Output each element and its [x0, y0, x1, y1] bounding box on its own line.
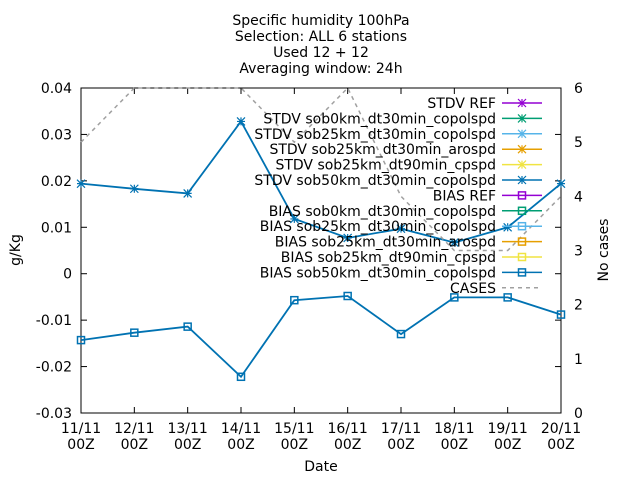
- x-tick-label: 20/11: [541, 421, 581, 437]
- legend-label: STDV sob25km_dt30min_copolspd: [254, 127, 496, 143]
- x-tick-label: 00Z: [281, 437, 308, 453]
- x-tick-label: 00Z: [334, 437, 361, 453]
- chart-title-line: Specific humidity 100hPa: [232, 13, 409, 29]
- data-point-stdv-sob50km-dt30min-copolspd: [396, 224, 406, 234]
- y2-tick-label: 4: [574, 189, 583, 205]
- data-point-stdv-sob50km-dt30min-copolspd: [343, 233, 353, 243]
- y2-tick-label: 2: [574, 298, 583, 314]
- legend-label: BIAS sob25km_dt90min_cpspd: [281, 250, 496, 266]
- legend-label: STDV REF: [427, 96, 496, 112]
- x-axis: 11/1100Z12/1100Z13/1100Z14/1100Z15/1100Z…: [61, 88, 581, 453]
- x-tick-label: 00Z: [121, 437, 148, 453]
- y-tick-label: 0.01: [41, 220, 72, 236]
- y-tick-label: 0.03: [41, 127, 72, 143]
- legend-label: STDV sob0km_dt30min_copolspd: [263, 111, 496, 127]
- series-line-cases: [80, 86, 562, 252]
- legend-marker: [517, 221, 527, 231]
- chart-title-line: Used 12 + 12: [273, 45, 369, 61]
- x-tick-label: 17/11: [381, 421, 421, 437]
- y-tick-label: -0.01: [36, 313, 72, 329]
- legend-label: STDV sob25km_dt90min_cpspd: [275, 158, 496, 174]
- x-tick-label: 00Z: [547, 437, 574, 453]
- data-point-bias-sob50km-dt30min-copolspd: [236, 372, 246, 382]
- y-tick-label: 0: [63, 267, 72, 283]
- y-tick-label: -0.02: [36, 360, 72, 376]
- y2-tick-label: 0: [574, 406, 583, 422]
- legend-label: BIAS sob25km_dt30min_copolspd: [260, 219, 496, 235]
- legend-marker: [517, 113, 527, 123]
- plot-frame: [80, 87, 562, 414]
- legend-marker: [517, 98, 527, 108]
- data-point-stdv-sob50km-dt30min-copolspd: [236, 117, 246, 126]
- x-tick-label: 00Z: [67, 437, 94, 453]
- data-point-bias-sob50km-dt30min-copolspd: [290, 295, 299, 305]
- y-tick-label: 0.02: [41, 174, 72, 190]
- y-tick-label: -0.03: [36, 406, 72, 422]
- y2-tick-label: 5: [574, 135, 583, 151]
- y-axis-label: g/Kg: [8, 234, 24, 266]
- legend-label: BIAS sob0km_dt30min_copolspd: [269, 204, 496, 220]
- x-tick-label: 11/11: [61, 421, 101, 437]
- x-tick-label: 15/11: [274, 421, 314, 437]
- series-layer: [76, 86, 566, 382]
- x-tick-label: 16/11: [327, 421, 367, 437]
- series-line-bias-sob50km-dt30min-copolspd: [80, 295, 562, 379]
- data-point-stdv-sob50km-dt30min-copolspd: [503, 222, 513, 232]
- data-point-bias-sob50km-dt30min-copolspd: [76, 335, 86, 345]
- y2-tick-label: 6: [574, 81, 583, 97]
- legend-marker: [517, 191, 527, 200]
- x-tick-label: 14/11: [221, 421, 261, 437]
- y2-axis-label: No cases: [596, 219, 612, 282]
- chart-title-line: Averaging window: 24h: [239, 61, 402, 77]
- data-point-bias-sob50km-dt30min-copolspd: [183, 322, 192, 331]
- legend-label: STDV sob25km_dt30min_arospd: [269, 142, 496, 158]
- x-tick-label: 00Z: [227, 437, 254, 453]
- legend-marker: [517, 175, 527, 185]
- x-axis-label: Date: [304, 459, 337, 475]
- data-point-stdv-sob50km-dt30min-copolspd: [556, 179, 566, 189]
- data-point-stdv-sob50km-dt30min-copolspd: [183, 188, 193, 198]
- x-tick-label: 19/11: [487, 421, 527, 437]
- data-point-stdv-sob50km-dt30min-copolspd: [449, 238, 459, 248]
- x-tick-label: 00Z: [387, 437, 414, 453]
- data-point-bias-sob50km-dt30min-copolspd: [130, 328, 139, 337]
- legend-marker: [517, 206, 527, 216]
- x-tick-label: 13/11: [167, 421, 207, 437]
- y2-tick-label: 3: [574, 244, 583, 260]
- x-tick-label: 00Z: [494, 437, 521, 453]
- legend-label: BIAS sob25km_dt30min_arospd: [275, 235, 496, 251]
- data-point-bias-sob50km-dt30min-copolspd: [396, 329, 406, 339]
- legend-label: STDV sob50km_dt30min_copolspd: [254, 173, 496, 189]
- data-point-stdv-sob50km-dt30min-copolspd: [289, 214, 299, 224]
- data-point-bias-sob50km-dt30min-copolspd: [343, 291, 352, 301]
- y-axis: -0.03 -0.02 -0.01 0 0.01 0.02 0.03 0.04: [36, 81, 561, 422]
- y2-axis: 0 1 2 3 4 5 6: [574, 81, 583, 422]
- data-point-stdv-sob50km-dt30min-copolspd: [129, 184, 139, 194]
- x-tick-label: 00Z: [441, 437, 468, 453]
- x-tick-label: 18/11: [434, 421, 474, 437]
- legend-label: BIAS sob50km_dt30min_copolspd: [260, 265, 496, 281]
- x-tick-label: 00Z: [174, 437, 201, 453]
- legend-marker: [517, 129, 527, 139]
- data-point-bias-sob50km-dt30min-copolspd: [556, 310, 566, 319]
- chart-title-line: Selection: ALL 6 stations: [235, 29, 407, 45]
- legend-marker: [517, 144, 527, 154]
- x-tick-label: 12/11: [114, 421, 154, 437]
- series-line-stdv-sob50km-dt30min-copolspd: [80, 119, 562, 244]
- data-point-stdv-sob50km-dt30min-copolspd: [76, 179, 86, 189]
- legend-label: BIAS REF: [433, 188, 496, 204]
- legend-marker: [517, 237, 527, 246]
- y2-tick-label: 1: [574, 352, 583, 368]
- legend-label: CASES: [450, 281, 496, 297]
- legend-marker: [517, 268, 527, 277]
- legend-marker: [517, 160, 527, 170]
- data-point-bias-sob50km-dt30min-copolspd: [503, 293, 512, 302]
- data-point-bias-sob50km-dt30min-copolspd: [450, 293, 459, 302]
- legend-marker: [517, 252, 527, 262]
- y-tick-label: 0.04: [41, 81, 72, 97]
